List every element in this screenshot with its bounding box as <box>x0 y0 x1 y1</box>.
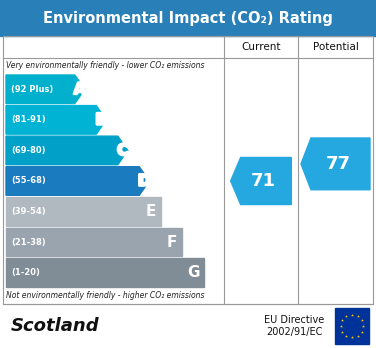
Text: C: C <box>117 143 128 158</box>
Bar <box>335 308 369 344</box>
Text: Current: Current <box>241 42 281 52</box>
Polygon shape <box>6 259 204 287</box>
Text: (21-38): (21-38) <box>11 238 45 247</box>
Text: Not environmentally friendly - higher CO₂ emissions: Not environmentally friendly - higher CO… <box>6 292 205 301</box>
Text: G: G <box>188 265 200 280</box>
Polygon shape <box>6 228 182 256</box>
Bar <box>0 0 376 36</box>
Text: Potential: Potential <box>312 42 358 52</box>
Text: Very environmentally friendly - lower CO₂ emissions: Very environmentally friendly - lower CO… <box>6 62 205 71</box>
Text: (1-20): (1-20) <box>11 268 40 277</box>
Text: (92 Plus): (92 Plus) <box>11 85 53 94</box>
Bar <box>3 36 373 304</box>
Text: EU Directive
2002/91/EC: EU Directive 2002/91/EC <box>264 315 324 337</box>
Text: 77: 77 <box>326 155 350 173</box>
Polygon shape <box>6 167 149 195</box>
Polygon shape <box>301 138 370 190</box>
Polygon shape <box>6 75 85 104</box>
Polygon shape <box>6 105 106 134</box>
Text: Scotland: Scotland <box>11 317 100 335</box>
Text: B: B <box>96 112 107 127</box>
Text: (81-91): (81-91) <box>11 115 45 124</box>
Text: (39-54): (39-54) <box>11 207 45 216</box>
Text: A: A <box>74 82 86 97</box>
Text: E: E <box>146 204 156 219</box>
Text: D: D <box>138 174 151 189</box>
Text: Environmental Impact (CO₂) Rating: Environmental Impact (CO₂) Rating <box>43 10 333 25</box>
Polygon shape <box>6 136 128 165</box>
Polygon shape <box>6 197 161 226</box>
Text: 71: 71 <box>251 172 276 190</box>
Text: F: F <box>167 235 177 250</box>
Text: (55-68): (55-68) <box>11 176 46 185</box>
Text: (69-80): (69-80) <box>11 146 45 155</box>
Polygon shape <box>230 157 291 205</box>
